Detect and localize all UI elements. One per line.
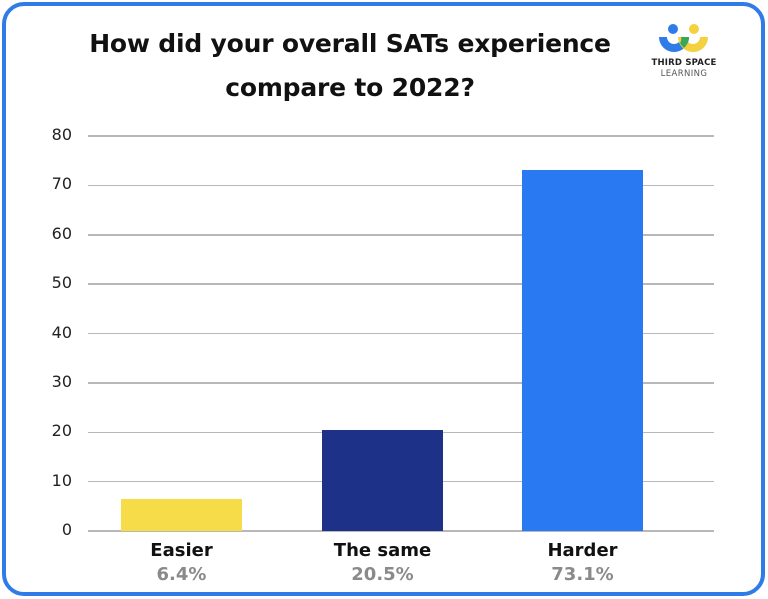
value-label: 73.1%	[551, 564, 614, 585]
value-label: 20.5%	[351, 564, 414, 585]
logo-text-line-2: LEARNING	[660, 69, 708, 79]
y-axis-tick-label: 40	[51, 322, 72, 342]
y-axis-tick-label: 10	[51, 470, 72, 490]
gridline	[88, 382, 714, 384]
y-axis-tick-label: 70	[51, 174, 72, 194]
y-axis-tick-label: 60	[51, 223, 72, 243]
chart-title: How did your overall SATs experience com…	[60, 22, 640, 110]
logo-text-line-1: THIRD SPACE	[651, 58, 717, 68]
gridline	[88, 184, 714, 187]
y-axis-tick-label: 80	[51, 125, 72, 144]
y-axis-tick-label: 30	[51, 371, 72, 391]
gridline	[88, 135, 714, 137]
title-line-2: compare to 2022?	[225, 73, 475, 102]
smile-logo-icon	[659, 24, 708, 52]
category-label: Harder	[547, 540, 618, 561]
gridline	[88, 283, 714, 285]
bar-the-same	[322, 429, 443, 531]
title-line-1: How did your overall SATs experience	[89, 29, 611, 58]
value-label: 6.4%	[156, 564, 207, 585]
gridline	[88, 332, 714, 335]
category-label: The same	[333, 540, 432, 561]
gridline	[88, 234, 714, 236]
y-axis-tick-label: 50	[51, 273, 72, 293]
y-axis-tick-label: 0	[61, 520, 72, 539]
y-axis-tick-label: 20	[51, 421, 72, 441]
bar-easier	[121, 499, 242, 531]
category-label: Easier	[150, 540, 213, 561]
gridline	[88, 530, 714, 532]
third-space-learning-logo: THIRD SPACE LEARNING	[648, 22, 718, 82]
bar-harder	[522, 170, 643, 531]
